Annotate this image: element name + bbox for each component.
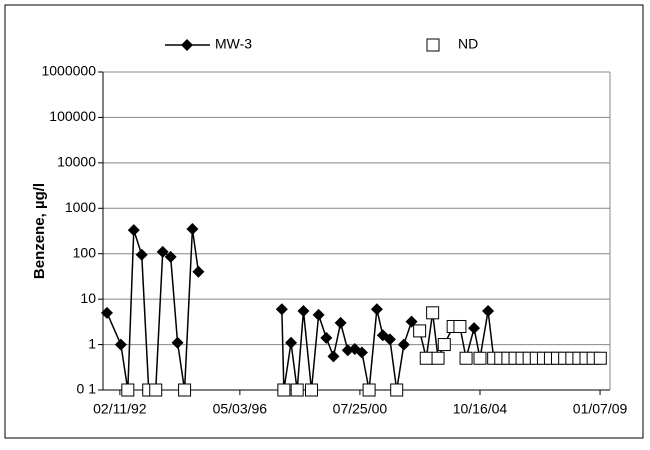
square-marker [362,383,376,397]
square-marker [390,383,404,397]
diamond-marker [312,308,325,321]
diamond-marker [186,222,199,235]
square-marker [121,383,135,397]
y-tick-label: 1000 [65,199,96,215]
diamond-marker [135,248,148,261]
diamond-marker [164,250,177,263]
diamond-marker [327,350,340,363]
diamond-marker [192,265,205,278]
diamond-marker [355,346,368,359]
diamond-marker [334,316,347,329]
diamond-marker [320,331,333,344]
diamond-marker [171,336,184,349]
y-tick-label: 100 [73,244,97,260]
square-marker [178,383,192,397]
y-tick-label: 10000 [57,154,96,170]
x-tick-label: 01/07/09 [573,401,628,417]
square-marker [277,383,291,397]
y-axis-label: Benzene, µg/l [31,183,48,279]
diamond-marker [482,304,495,317]
diamond-marker [397,338,410,351]
chart-frame [4,4,644,439]
diamond-marker [383,333,396,346]
square-marker [290,383,304,397]
diamond-marker [114,338,127,351]
y-tick-label: 10 [80,290,96,306]
square-marker [149,383,163,397]
diamond-marker [127,224,140,237]
diamond-marker [100,306,113,319]
square-marker [473,351,487,365]
x-tick-label: 07/25/00 [333,401,388,417]
square-marker [426,306,440,320]
y-tick-label: 100000 [49,108,96,124]
legend-marker [426,38,440,52]
diamond-marker [275,303,288,316]
legend-label: ND [458,36,478,52]
diamond-marker [370,303,383,316]
x-tick-label: 02/11/92 [93,401,147,417]
y-tick-label: 1000000 [41,63,96,79]
square-marker [459,351,473,365]
legend-marker [181,39,193,51]
diamond-marker [285,336,298,349]
square-marker [419,351,433,365]
square-marker [413,324,427,338]
diamond-marker [156,245,169,258]
diamond-marker [297,304,310,317]
y-tick-label: 1 [88,335,96,351]
diamond-marker [468,322,481,335]
square-marker [453,319,467,333]
y-tick-label: 0 1 [77,381,97,397]
x-tick-label: 05/03/96 [213,401,268,417]
legend-label: MW-3 [215,36,252,52]
x-tick-label: 10/16/04 [453,401,508,417]
square-marker [593,351,607,365]
square-marker [304,383,318,397]
square-marker [437,338,451,352]
square-marker [431,351,445,365]
